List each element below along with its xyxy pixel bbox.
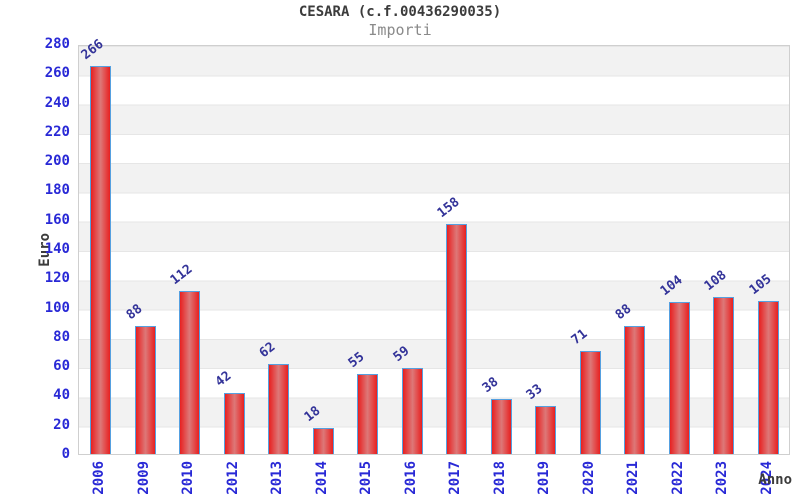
x-tick-label: 2014 <box>314 461 330 495</box>
y-tick-label: 120 <box>44 270 70 287</box>
y-tick-label: 80 <box>53 328 70 345</box>
bar <box>713 297 734 454</box>
y-tick-label: 40 <box>53 387 70 404</box>
bar <box>535 406 556 454</box>
x-tick-label: 2015 <box>358 461 374 495</box>
y-tick-label: 100 <box>44 299 70 316</box>
bar <box>90 66 111 454</box>
chart-title: CESARA (c.f.00436290035) <box>298 4 502 20</box>
chart-subtitle: Importi <box>368 21 432 39</box>
x-tick-label: 2020 <box>581 461 597 495</box>
plot-area <box>78 45 790 455</box>
bar <box>313 428 334 454</box>
x-tick-label: 2022 <box>670 461 686 495</box>
y-tick-label: 280 <box>44 36 70 52</box>
bar <box>580 351 601 454</box>
y-tick-label: 220 <box>44 123 70 140</box>
y-tick-label: 20 <box>53 416 70 433</box>
y-tick-label: 160 <box>44 211 70 228</box>
y-tick-label: 260 <box>44 65 70 82</box>
bar <box>491 399 512 454</box>
x-tick-label: 2012 <box>225 461 241 495</box>
y-tick-label: 180 <box>44 182 70 199</box>
y-tick-label: 60 <box>53 358 70 375</box>
x-tick-label: 2017 <box>447 461 463 495</box>
bar <box>179 291 200 454</box>
bar <box>624 326 645 454</box>
x-tick-label: 2016 <box>403 461 419 495</box>
x-tick-label: 2010 <box>180 461 196 495</box>
x-tick-label: 2009 <box>136 461 152 495</box>
x-tick-label: 2023 <box>714 461 730 495</box>
x-axis-title: Anno <box>758 472 792 488</box>
x-tick-label: 2006 <box>91 461 107 495</box>
y-tick-label: 140 <box>44 241 70 257</box>
bar <box>357 374 378 454</box>
bar <box>224 393 245 454</box>
bar <box>402 368 423 454</box>
y-tick-label: 240 <box>44 94 70 111</box>
bar <box>669 302 690 454</box>
x-tick-label: 2021 <box>625 461 641 495</box>
bar <box>446 224 467 454</box>
bar <box>135 326 156 454</box>
y-tick-label: 0 <box>61 446 70 462</box>
x-tick-label: 2018 <box>492 461 508 495</box>
bar <box>268 364 289 454</box>
x-tick-label: 2019 <box>536 461 552 495</box>
x-tick-label: 2013 <box>269 461 285 495</box>
bar <box>758 301 779 454</box>
y-tick-label: 200 <box>44 153 70 170</box>
